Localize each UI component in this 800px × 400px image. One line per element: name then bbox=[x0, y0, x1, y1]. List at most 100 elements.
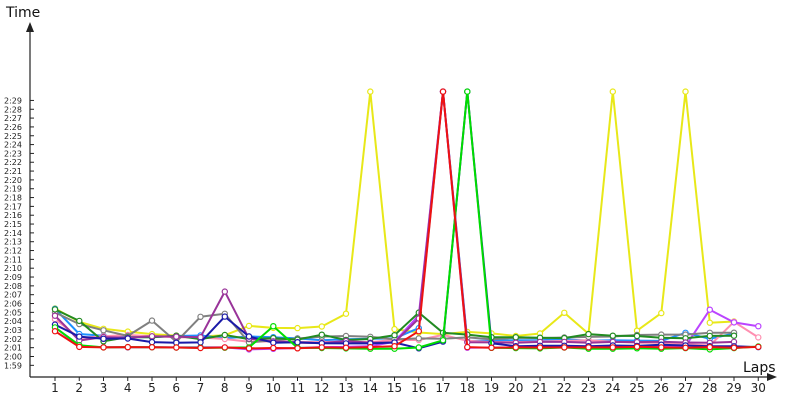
y-tick-label: 2:16 bbox=[4, 211, 22, 220]
data-point bbox=[173, 344, 180, 351]
y-tick-label: 2:10 bbox=[4, 264, 22, 273]
y-tick-label: 2:09 bbox=[4, 273, 22, 282]
data-point bbox=[221, 344, 228, 351]
data-point bbox=[245, 345, 253, 352]
y-tick-label: 1:59 bbox=[4, 361, 22, 370]
series-line bbox=[54, 90, 735, 345]
data-point bbox=[464, 88, 471, 95]
data-point bbox=[367, 343, 374, 351]
data-point bbox=[76, 317, 83, 325]
data-point bbox=[439, 88, 447, 95]
series-4 bbox=[51, 88, 762, 353]
y-tick-label: 2:11 bbox=[4, 255, 22, 264]
y-axis-title: Time bbox=[5, 5, 40, 21]
y-tick-label: 2:26 bbox=[4, 123, 22, 132]
data-point bbox=[658, 309, 665, 317]
data-point bbox=[342, 310, 350, 317]
x-tick-label: 8 bbox=[221, 381, 229, 395]
series-line bbox=[54, 90, 759, 351]
data-point bbox=[415, 328, 422, 335]
data-point bbox=[318, 344, 325, 351]
series-line bbox=[54, 90, 735, 338]
x-axis-arrow bbox=[767, 373, 777, 381]
data-point bbox=[415, 344, 422, 351]
x-tick-label: 15 bbox=[387, 381, 402, 395]
data-point bbox=[197, 313, 204, 320]
x-tick-label: 17 bbox=[435, 381, 450, 395]
x-tick-label: 13 bbox=[338, 381, 353, 395]
data-point bbox=[730, 319, 738, 326]
y-tick-label: 2:29 bbox=[4, 96, 22, 105]
x-tick-label: 1 bbox=[51, 381, 59, 395]
data-point bbox=[270, 323, 277, 330]
data-point bbox=[512, 334, 520, 341]
y-tick-label: 2:04 bbox=[4, 317, 22, 326]
data-point bbox=[124, 335, 132, 342]
y-tick-label: 2:18 bbox=[4, 194, 22, 203]
series-line bbox=[54, 90, 735, 342]
y-tick-label: 2:06 bbox=[4, 300, 22, 309]
x-axis-title: Laps bbox=[743, 360, 776, 376]
data-point bbox=[367, 88, 374, 95]
data-point bbox=[682, 344, 689, 351]
x-tick-label: 30 bbox=[751, 381, 766, 395]
data-point bbox=[706, 332, 714, 340]
data-point bbox=[391, 343, 398, 350]
data-point bbox=[706, 343, 714, 351]
series-line bbox=[54, 90, 759, 350]
x-axis-ticks: 1 2 3 4 5 6 7 8 9 10 11 12 13 14 15 16 17 18 19 20 21 22 23 24 2… bbox=[51, 377, 766, 395]
data-point bbox=[609, 332, 617, 339]
y-tick-label: 2:27 bbox=[4, 114, 22, 123]
x-tick-label: 5 bbox=[148, 381, 156, 395]
y-tick-label: 2:15 bbox=[4, 220, 22, 229]
x-tick-label: 4 bbox=[124, 381, 132, 395]
x-tick-label: 10 bbox=[266, 381, 281, 395]
data-point bbox=[148, 344, 156, 351]
x-tick-label: 16 bbox=[411, 381, 426, 395]
data-point bbox=[342, 344, 350, 351]
data-point bbox=[682, 88, 689, 95]
y-tick-label: 2:20 bbox=[4, 176, 22, 185]
data-point bbox=[512, 344, 520, 351]
data-point bbox=[488, 344, 495, 351]
data-point bbox=[633, 343, 641, 350]
data-point bbox=[100, 344, 107, 351]
data-point bbox=[585, 344, 592, 351]
data-point bbox=[294, 345, 301, 352]
data-point bbox=[730, 344, 738, 351]
y-tick-label: 2:17 bbox=[4, 202, 22, 211]
x-tick-label: 23 bbox=[581, 381, 596, 395]
data-point bbox=[100, 327, 107, 334]
data-point bbox=[51, 328, 59, 335]
data-point bbox=[561, 344, 568, 351]
data-point bbox=[391, 325, 398, 333]
data-point bbox=[706, 306, 714, 313]
x-tick-label: 9 bbox=[245, 381, 253, 395]
data-point bbox=[561, 309, 568, 316]
y-tick-label: 2:25 bbox=[4, 132, 22, 141]
y-tick-label: 2:22 bbox=[4, 158, 22, 167]
series-line bbox=[54, 90, 759, 351]
y-tick-label: 2:07 bbox=[4, 291, 22, 300]
y-tick-label: 2:13 bbox=[4, 238, 22, 247]
data-point bbox=[536, 344, 544, 351]
x-tick-label: 14 bbox=[363, 381, 378, 395]
y-tick-label: 2:02 bbox=[4, 335, 22, 344]
y-tick-label: 2:21 bbox=[4, 167, 22, 176]
series-1 bbox=[51, 88, 738, 340]
data-point bbox=[585, 330, 592, 338]
data-point bbox=[755, 343, 762, 351]
data-point bbox=[51, 312, 59, 319]
data-point bbox=[609, 344, 617, 351]
y-tick-label: 2:23 bbox=[4, 149, 22, 158]
data-point bbox=[148, 333, 156, 340]
data-point bbox=[415, 335, 422, 342]
data-point bbox=[730, 332, 738, 339]
y-tick-label: 2:24 bbox=[4, 141, 22, 150]
y-tick-label: 2:01 bbox=[4, 344, 22, 353]
data-point bbox=[755, 323, 762, 330]
x-tick-label: 2 bbox=[75, 381, 83, 395]
x-tick-label: 20 bbox=[508, 381, 523, 395]
y-tick-label: 2:05 bbox=[4, 308, 22, 317]
data-point bbox=[706, 319, 714, 326]
